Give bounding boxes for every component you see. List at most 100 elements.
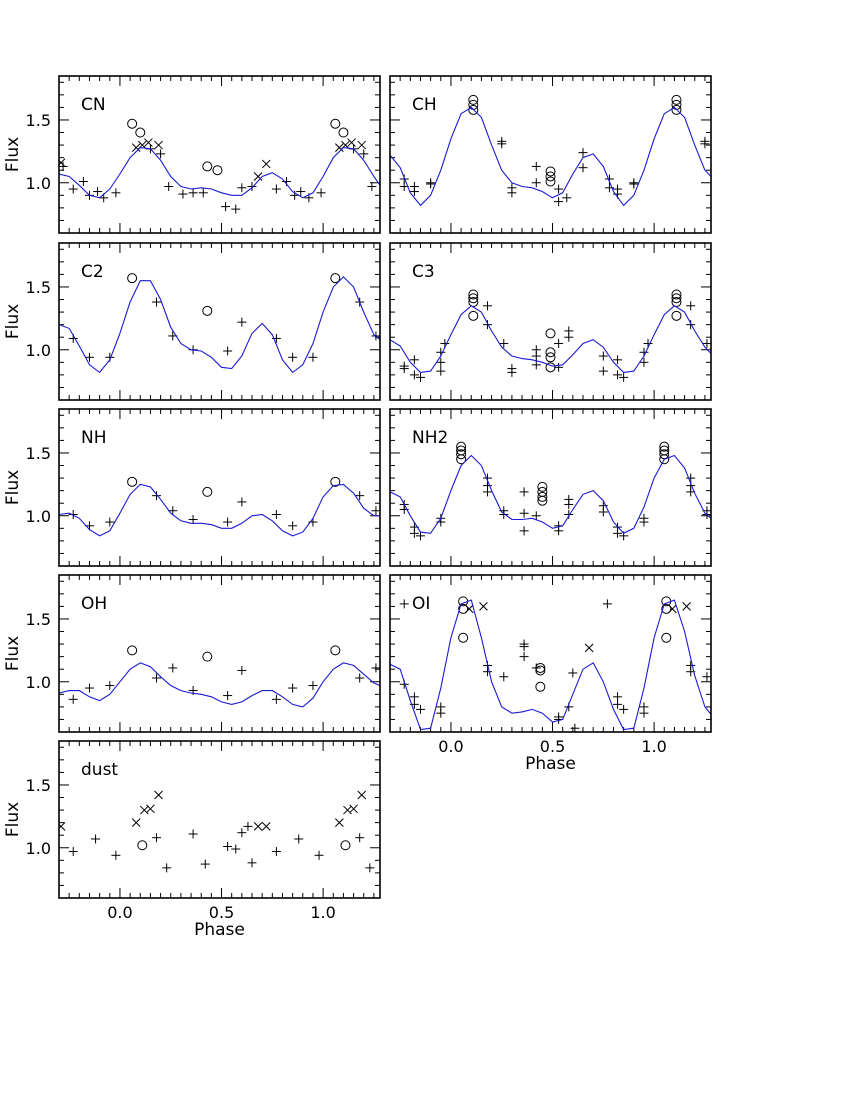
circle-point — [127, 645, 138, 656]
plus-point — [564, 326, 574, 336]
plus-point — [598, 507, 608, 517]
plus-point — [111, 850, 121, 860]
plus-point — [554, 184, 564, 194]
plus-point — [247, 182, 257, 192]
plus-point — [152, 491, 162, 501]
plus-point — [639, 357, 649, 367]
cross-point — [668, 604, 677, 614]
circle-point — [661, 632, 672, 643]
plus-point — [200, 859, 210, 869]
circle-point — [202, 651, 213, 662]
plus-point — [296, 187, 306, 197]
circle-point — [338, 127, 349, 138]
plus-point — [105, 681, 115, 691]
cross-point — [335, 818, 344, 827]
plot-frame — [389, 75, 712, 234]
plus-point — [188, 188, 198, 198]
plus-point — [178, 189, 188, 199]
plus-point — [564, 510, 574, 520]
plus-point — [519, 526, 529, 536]
y-tick-label: 1.5 — [26, 111, 51, 130]
plus-point — [483, 487, 493, 497]
plus-point — [156, 149, 166, 159]
panel-label: dust — [81, 760, 118, 780]
y-tick-label: 1.5 — [26, 278, 51, 297]
circle-point — [671, 310, 682, 321]
plus-point — [639, 708, 649, 718]
plus-point — [237, 828, 247, 838]
circle-point — [202, 161, 213, 172]
plus-point — [619, 704, 629, 714]
circle-point — [202, 305, 213, 316]
y-tick-label: 1.0 — [26, 507, 51, 526]
circle-point — [330, 476, 341, 487]
plus-point — [68, 184, 78, 194]
plus-point — [93, 187, 103, 197]
cross-point — [154, 140, 163, 150]
circle-point — [535, 665, 546, 676]
plus-point — [223, 842, 233, 852]
plus-point — [613, 699, 623, 709]
plus-point — [562, 193, 572, 203]
data-area — [390, 289, 711, 382]
plus-point — [409, 187, 419, 197]
circle-point — [659, 454, 670, 465]
plus-point — [598, 366, 608, 376]
plus-point — [91, 834, 101, 844]
circle-point — [135, 127, 146, 138]
x-tick-label: 1.0 — [641, 737, 666, 756]
plus-point — [355, 491, 365, 501]
plus-point — [415, 372, 425, 382]
plus-point — [613, 692, 623, 702]
plus-point — [531, 161, 541, 171]
cross-point — [131, 143, 141, 152]
data-area — [59, 273, 380, 374]
circle-point — [537, 495, 548, 506]
plot-frame — [58, 740, 381, 899]
plus-point — [59, 161, 68, 171]
plus-point — [554, 197, 564, 207]
plus-point — [68, 510, 78, 520]
circle-point — [545, 166, 556, 177]
cross-point — [464, 604, 474, 614]
y-tick-label: 1.5 — [26, 776, 51, 795]
model-curve — [59, 147, 380, 199]
data-area — [390, 441, 711, 541]
plus-point — [223, 346, 233, 356]
axis-ticks — [389, 575, 711, 733]
plus-point — [152, 297, 162, 307]
plus-point — [499, 510, 509, 520]
y-axis-label: Flux — [3, 470, 23, 505]
plus-point — [604, 183, 614, 193]
plus-point — [84, 352, 94, 362]
plus-point — [221, 202, 231, 212]
plus-point — [507, 188, 517, 198]
plus-point — [288, 521, 298, 531]
cross-point — [261, 159, 271, 169]
plus-point — [355, 833, 365, 843]
y-axis-label: Flux — [3, 304, 23, 339]
plus-point — [68, 847, 78, 857]
plus-point — [531, 360, 541, 370]
cross-point — [146, 804, 155, 814]
axis-ticks — [58, 243, 380, 401]
plus-point — [686, 301, 696, 311]
cross-point — [139, 805, 149, 815]
cross-point — [584, 643, 594, 653]
circle-point — [330, 645, 341, 656]
plus-point — [237, 317, 247, 327]
plus-point — [409, 355, 419, 365]
plus-point — [483, 301, 493, 311]
cross-point — [347, 138, 356, 147]
y-tick-label: 1.0 — [26, 673, 51, 692]
cross-point — [59, 158, 66, 168]
plus-point — [359, 149, 369, 159]
plus-point — [316, 188, 326, 198]
circle-point — [458, 603, 469, 614]
circle-point — [671, 293, 682, 304]
plus-point — [499, 672, 509, 682]
plus-point — [271, 510, 281, 520]
plus-point — [507, 367, 517, 377]
